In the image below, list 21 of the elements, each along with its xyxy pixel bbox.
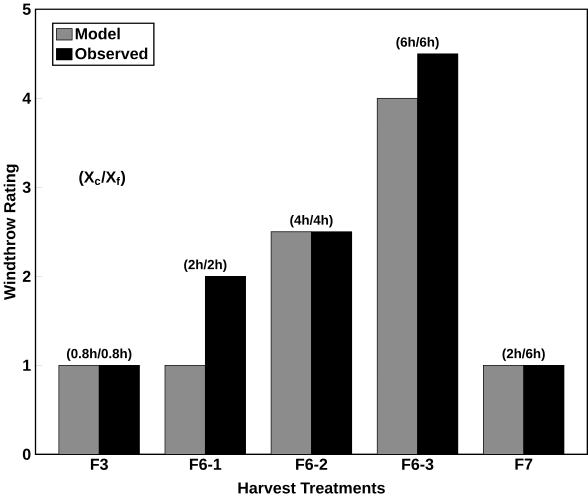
x-tick-label: F6-2 xyxy=(296,458,328,470)
annotation: (4h/4h) xyxy=(290,214,333,228)
x-tick-label: F6-1 xyxy=(190,458,222,470)
y-tick-label: 4 xyxy=(22,92,32,104)
x-tick-label: F6-3 xyxy=(402,458,434,470)
annotation: (X$_{c}$/X$_{f}$) xyxy=(79,170,126,186)
legend-label: Model xyxy=(76,28,120,40)
annotation: (2h/2h) xyxy=(184,259,226,272)
x-tick-label: F3 xyxy=(90,458,108,470)
y-tick-label: 5 xyxy=(22,4,31,15)
y-tick-label: 3 xyxy=(22,181,31,193)
y-axis-title: Windthrow Rating xyxy=(4,164,19,300)
annotation: (6h/6h) xyxy=(396,36,439,50)
y-tick-label: 2 xyxy=(22,270,31,282)
y-tick-label: 0 xyxy=(22,448,30,460)
x-tick-label: F7 xyxy=(515,458,532,470)
annotation: (0.8h/0.8h) xyxy=(66,348,132,361)
y-tick-label: 1 xyxy=(23,360,31,371)
x-axis-title: Harvest Treatments xyxy=(238,482,385,494)
legend-label: Observed xyxy=(75,47,148,60)
annotation: (2h/6h) xyxy=(502,348,545,361)
